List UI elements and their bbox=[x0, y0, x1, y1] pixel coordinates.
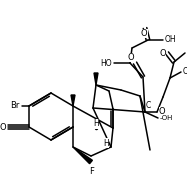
Text: HO: HO bbox=[100, 58, 112, 68]
Text: C: C bbox=[146, 101, 151, 110]
Text: OH: OH bbox=[183, 68, 187, 76]
Polygon shape bbox=[73, 147, 92, 164]
Text: O: O bbox=[127, 53, 134, 62]
Text: -OH: -OH bbox=[160, 115, 173, 121]
Text: Br: Br bbox=[11, 102, 20, 110]
Polygon shape bbox=[94, 73, 98, 85]
Text: H: H bbox=[103, 138, 109, 148]
Text: H: H bbox=[93, 120, 99, 128]
Text: O: O bbox=[0, 122, 6, 131]
Text: O: O bbox=[159, 107, 166, 117]
Text: O: O bbox=[141, 29, 147, 38]
Text: O: O bbox=[159, 48, 166, 58]
Text: F: F bbox=[90, 167, 94, 175]
Polygon shape bbox=[71, 95, 75, 106]
Text: OH: OH bbox=[165, 36, 177, 44]
